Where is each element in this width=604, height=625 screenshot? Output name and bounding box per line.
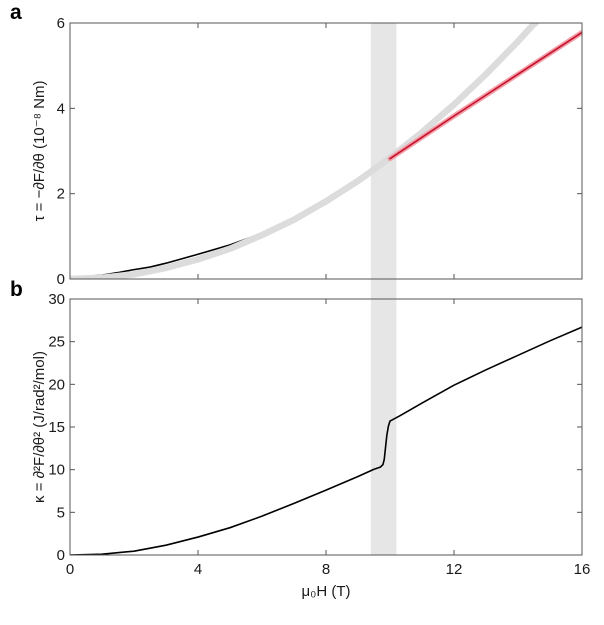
transition-band: [370, 23, 397, 555]
panel-a-letter: a: [10, 1, 22, 24]
panel-a-series-grey-band: [70, 23, 539, 279]
panel-a-y-tick-label: 0: [57, 271, 65, 288]
panel-a-y-axis-label: τ = −∂F/∂θ (10⁻⁸ Nm): [31, 81, 48, 222]
panel-b-y-tick-label: 15: [48, 419, 65, 436]
panel-a-series-black-line: [70, 159, 391, 278]
panel-b-y-tick-label: 5: [57, 504, 65, 521]
axis-ticks: 0 2 4 6 0 5 10 15 20 25 30 0 4 8 12 16: [48, 15, 590, 578]
panel-a-plot: [70, 23, 582, 279]
panel-a-y-tick-label: 4: [57, 100, 65, 117]
panel-a-series-red-line: [389, 31, 582, 160]
panel-a-y-tick-label: 6: [57, 15, 65, 32]
panel-b-y-tick-label: 0: [57, 547, 65, 564]
x-tick-label: 16: [574, 561, 591, 578]
panel-b-y-tick-label: 10: [48, 462, 65, 479]
panel-a-frame: [69, 22, 583, 280]
panel-b-series-black-line: [70, 326, 582, 555]
panel-a-y-tick-label: 2: [57, 186, 65, 203]
panel-b-y-tick-label: 20: [48, 376, 65, 393]
panel-b-y-tick-label: 30: [48, 291, 65, 308]
panel-b-letter: b: [10, 278, 23, 301]
panel-b-y-tick-label: 25: [48, 334, 65, 351]
x-tick-label: 4: [194, 561, 202, 578]
x-tick-label: 0: [66, 561, 74, 578]
x-tick-label: 8: [322, 561, 330, 578]
x-tick-label: 12: [446, 561, 463, 578]
panel-b-frame: [69, 298, 583, 556]
panel-b-plot: [70, 326, 582, 555]
x-axis-label: μ₀H (T): [301, 583, 350, 600]
panel-b-y-axis-label: κ = ∂²F/∂θ² (J/rad²/mol): [31, 351, 48, 503]
